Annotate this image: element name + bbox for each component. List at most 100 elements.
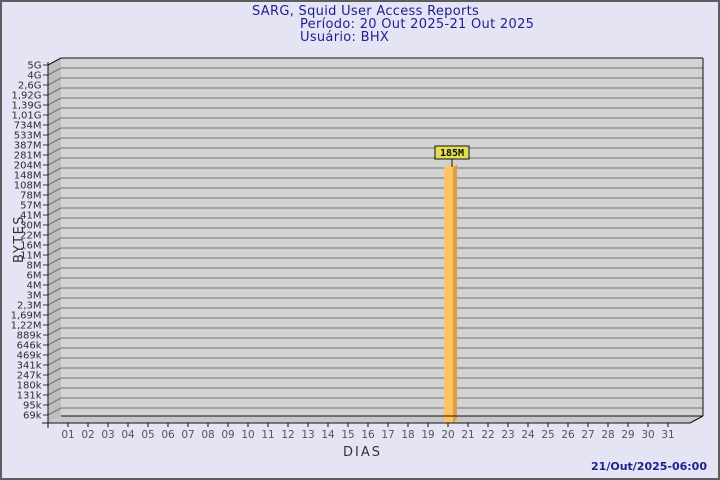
y-grid-wall-line: [47, 347, 62, 356]
y-grid-wall-line: [47, 337, 62, 346]
chart-user: Usuário: BHX: [300, 30, 390, 45]
y-tick-label: 4M: [27, 281, 42, 292]
y-tick-label: 2,3M: [17, 301, 42, 312]
x-tick-label: 10: [241, 429, 254, 441]
chart-title: SARG, Squid User Access Reports: [252, 4, 480, 19]
y-tick-label: 247k: [17, 371, 42, 382]
tick-labels-group: 5G4G2,6G1,92G1,39G1,01G734M533M387M281M2…: [11, 61, 675, 442]
y-tick-label: 6M: [27, 271, 42, 282]
y-grid-wall-line: [47, 207, 62, 216]
y-grid-wall-line: [47, 307, 62, 316]
x-tick-label: 26: [561, 429, 575, 441]
y-grid-wall-line: [47, 87, 62, 96]
y-grid-wall-line: [47, 397, 62, 406]
y-grid-wall-line: [47, 247, 62, 256]
chart-period: Período: 20 Out 2025-21 Out 2025: [300, 17, 535, 32]
y-grid-wall-line: [47, 227, 62, 236]
y-grid-wall-line: [47, 177, 62, 186]
y-tick-label: 131k: [17, 391, 42, 402]
axes-group: [42, 57, 704, 428]
y-grid-wall-line: [47, 197, 62, 206]
y-tick-label: 108M: [14, 181, 42, 192]
x-tick-label: 03: [101, 429, 114, 441]
y-grid-wall-line: [47, 107, 62, 116]
x-tick-label: 15: [341, 429, 354, 441]
chart-floor: [48, 416, 703, 423]
y-tick-label: 1,22M: [11, 321, 42, 332]
bar-value-box: [434, 145, 470, 160]
y-grid-wall-line: [47, 387, 62, 396]
x-tick-label: 21: [461, 429, 474, 441]
y-tick-label: 204M: [14, 161, 42, 172]
x-tick-label: 04: [121, 429, 135, 441]
x-tick-label: 17: [381, 429, 394, 441]
x-tick-label: 11: [261, 429, 274, 441]
floor-right-diagonal: [689, 415, 704, 424]
y-tick-label: 78M: [20, 191, 41, 202]
y-grid-wall-line: [47, 367, 62, 376]
chart-left-wall: [48, 58, 61, 423]
x-tick-label: 23: [501, 429, 514, 441]
y-tick-label: 30M: [20, 221, 41, 232]
y-grid-wall-line: [47, 167, 62, 176]
x-tick-label: 01: [61, 429, 74, 441]
y-grid-wall-line: [47, 137, 62, 146]
y-grid-wall-line: [47, 267, 62, 276]
y-tick-label: 341k: [17, 361, 42, 372]
y-tick-label: 11M: [20, 251, 41, 262]
x-tick-label: 22: [481, 429, 494, 441]
y-grid-wall-line: [47, 187, 62, 196]
y-tick-label: 8M: [27, 261, 42, 272]
y-tick-label: 2,6G: [18, 81, 42, 92]
y-tick-label: 646k: [17, 341, 42, 352]
x-tick-label: 30: [641, 429, 654, 441]
x-tick-label: 07: [181, 429, 194, 441]
x-tick-label: 27: [581, 429, 594, 441]
x-tick-label: 08: [201, 429, 214, 441]
y-grid-wall-line: [47, 237, 62, 246]
y-tick-label: 148M: [14, 171, 42, 182]
y-grid-wall-line: [47, 157, 62, 166]
chart-plot-area: [61, 58, 703, 416]
y-grid-wall-line: [47, 287, 62, 296]
gridlines-group: [43, 64, 703, 416]
y-tick-label: 1,01G: [11, 111, 41, 122]
x-tick-label: 16: [361, 429, 375, 441]
y-grid-wall-line: [47, 317, 62, 326]
y-tick-label: 469k: [17, 351, 42, 362]
y-tick-label: 5G: [27, 61, 41, 72]
x-tick-label: 14: [321, 429, 335, 441]
bar-top-face: [444, 164, 457, 168]
y-tick-label: 734M: [14, 121, 42, 132]
y-grid-wall-line: [47, 357, 62, 366]
x-tick-label: 09: [221, 429, 234, 441]
y-grid-wall-line: [47, 127, 62, 136]
y-grid-wall-line: [47, 407, 62, 416]
y-tick-label: 3M: [27, 291, 42, 302]
x-tick-label: 20: [441, 429, 454, 441]
y-tick-label: 16M: [20, 241, 41, 252]
x-tick-label: 02: [81, 429, 94, 441]
y-tick-label: 69k: [23, 411, 42, 422]
y-grid-wall-line: [47, 147, 62, 156]
y-tick-label: 180k: [17, 381, 42, 392]
y-tick-label: 1,39G: [11, 101, 41, 112]
x-tick-label: 18: [401, 429, 414, 441]
y-grid-wall-line: [47, 67, 62, 76]
x-tick-label: 28: [601, 429, 614, 441]
y-grid-wall-line: [47, 297, 62, 306]
y-tick-label: 1,92G: [11, 91, 41, 102]
x-tick-label: 24: [521, 429, 535, 441]
y-tick-label: 387M: [14, 141, 42, 152]
x-tick-label: 31: [661, 429, 674, 441]
y-tick-label: 889k: [17, 331, 42, 342]
x-tick-label: 05: [141, 429, 154, 441]
y-tick-label: 4G: [27, 71, 41, 82]
bar-side-face: [453, 164, 457, 423]
y-tick-label: 281M: [14, 151, 42, 162]
y-grid-wall-line: [47, 257, 62, 266]
y-tick-label: 1,69M: [11, 311, 42, 322]
y-tick-label: 41M: [20, 211, 41, 222]
